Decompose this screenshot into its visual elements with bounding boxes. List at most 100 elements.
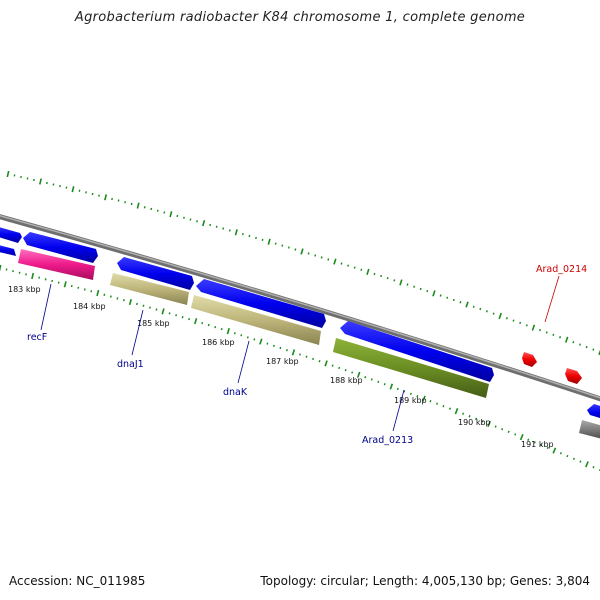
- major-tick: [324, 360, 328, 367]
- minor-tick: [261, 238, 264, 241]
- major-tick: [465, 301, 469, 308]
- minor-tick: [505, 317, 508, 320]
- tick-label: 183 kbp: [8, 285, 41, 294]
- minor-tick: [143, 206, 146, 209]
- major-tick: [39, 178, 42, 185]
- minor-tick: [409, 392, 412, 395]
- minor-tick: [320, 256, 323, 259]
- minor-tick: [514, 433, 517, 436]
- minor-tick: [142, 304, 145, 307]
- major-tick: [63, 281, 67, 288]
- minor-tick: [299, 353, 301, 356]
- minor-tick: [241, 232, 244, 236]
- minor-tick: [155, 308, 158, 311]
- minor-tick: [592, 466, 595, 469]
- minor-tick: [214, 325, 217, 329]
- minor-tick: [312, 357, 315, 361]
- leader-dnaJ1: [131, 309, 144, 356]
- accession-text: Accession: NC_011985: [9, 574, 146, 588]
- minor-tick: [344, 369, 347, 372]
- minor-tick: [240, 334, 243, 337]
- major-tick: [226, 328, 230, 335]
- tick-label: 191 kbp: [521, 440, 554, 449]
- gene-forward-4: [340, 321, 494, 382]
- genome-summary-text: Topology: circular; Length: 4,005,130 bp…: [260, 574, 590, 588]
- minor-tick: [150, 207, 153, 211]
- major-tick: [389, 383, 394, 390]
- major-tick: [432, 290, 436, 297]
- minor-tick: [331, 364, 334, 367]
- minor-tick: [559, 336, 562, 339]
- gene-Arad_0214-a: [522, 352, 537, 367]
- major-tick: [498, 312, 502, 320]
- major-tick: [487, 420, 491, 427]
- minor-tick: [215, 225, 218, 228]
- minor-tick: [201, 321, 204, 325]
- tick-label: 190 kbp: [458, 418, 491, 427]
- minor-tick: [435, 402, 438, 405]
- minor-tick: [103, 293, 106, 296]
- minor-tick: [109, 295, 112, 298]
- gene-label-Arad_0213: Arad_0213: [362, 435, 413, 446]
- tick-label: 185 kbp: [137, 319, 170, 328]
- leader-dnaK: [237, 340, 250, 384]
- minor-tick: [416, 395, 419, 398]
- major-tick: [194, 318, 198, 325]
- major-tick: [104, 194, 108, 201]
- major-tick: [161, 308, 165, 315]
- minor-tick: [533, 441, 536, 444]
- minor-tick: [294, 248, 297, 251]
- minor-tick: [52, 183, 55, 186]
- minor-tick: [472, 305, 475, 308]
- minor-tick: [168, 312, 171, 315]
- minor-tick: [353, 266, 356, 269]
- minor-tick: [314, 254, 317, 257]
- minor-tick: [287, 246, 290, 249]
- major-tick: [169, 211, 173, 218]
- minor-tick: [253, 338, 256, 341]
- forward-genes: [0, 227, 600, 418]
- minor-tick: [592, 348, 595, 351]
- minor-tick: [546, 446, 549, 450]
- major-tick: [291, 349, 296, 356]
- major-tick: [454, 408, 459, 415]
- minor-tick: [338, 366, 341, 370]
- minor-tick: [386, 276, 389, 280]
- minor-tick: [98, 194, 100, 197]
- minor-tick: [347, 264, 350, 267]
- minor-tick: [57, 281, 60, 284]
- major-tick: [31, 272, 35, 280]
- tick-label: 186 kbp: [202, 338, 235, 347]
- major-tick: [71, 186, 75, 193]
- major-tick: [519, 433, 524, 441]
- major-tick: [136, 202, 140, 209]
- gene-Arad_0213: [333, 338, 489, 398]
- minor-tick: [413, 285, 416, 288]
- tick-label: 187 kbp: [266, 357, 299, 366]
- minor-tick: [479, 307, 482, 311]
- tick-labels: 183 kbp 184 kbp 185 kbp 186 kbp 187 kbp …: [8, 285, 554, 449]
- major-tick: [128, 298, 132, 306]
- major-tick: [202, 219, 206, 227]
- gene-forward-2: [117, 257, 194, 290]
- minor-tick: [481, 420, 484, 423]
- major-tick: [399, 279, 403, 286]
- gene-gray: [579, 420, 600, 439]
- minor-tick: [396, 387, 399, 391]
- minor-tick: [351, 371, 354, 374]
- minor-tick: [426, 289, 429, 293]
- minor-tick: [403, 390, 406, 393]
- leader-recF: [40, 283, 52, 331]
- minor-tick: [116, 297, 119, 300]
- minor-tick: [122, 298, 125, 302]
- minor-tick: [519, 321, 522, 325]
- major-tick: [356, 371, 361, 378]
- minor-tick: [364, 375, 367, 379]
- minor-tick: [507, 430, 510, 433]
- minor-tick: [579, 343, 582, 346]
- minor-tick: [163, 211, 166, 214]
- minor-tick: [12, 270, 14, 273]
- minor-tick: [370, 378, 373, 381]
- minor-tick: [393, 279, 396, 282]
